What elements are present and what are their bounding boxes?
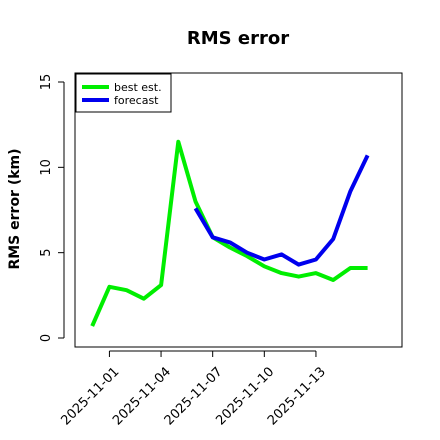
legend-label-1: forecast [114, 94, 159, 107]
series-line-0 [90, 139, 368, 327]
y-tick-label: 0 [39, 334, 54, 342]
legend: best est.forecast [75, 73, 172, 113]
x-axis: 2025-11-012025-11-042025-11-072025-11-10… [58, 350, 329, 428]
y-axis-label: RMS error (km) [7, 148, 23, 269]
y-tick-label: 15 [39, 74, 54, 91]
series-layer [90, 139, 370, 327]
y-axis: 0 5 10 15 [39, 74, 65, 342]
series-line-1 [193, 154, 370, 267]
legend-label-0: best est. [114, 81, 162, 94]
plot-frame [74, 72, 403, 348]
y-tick-label: 10 [39, 159, 54, 176]
legend-box [75, 73, 172, 113]
chart-title: RMS error [187, 28, 289, 49]
y-tick-label: 5 [39, 249, 54, 257]
